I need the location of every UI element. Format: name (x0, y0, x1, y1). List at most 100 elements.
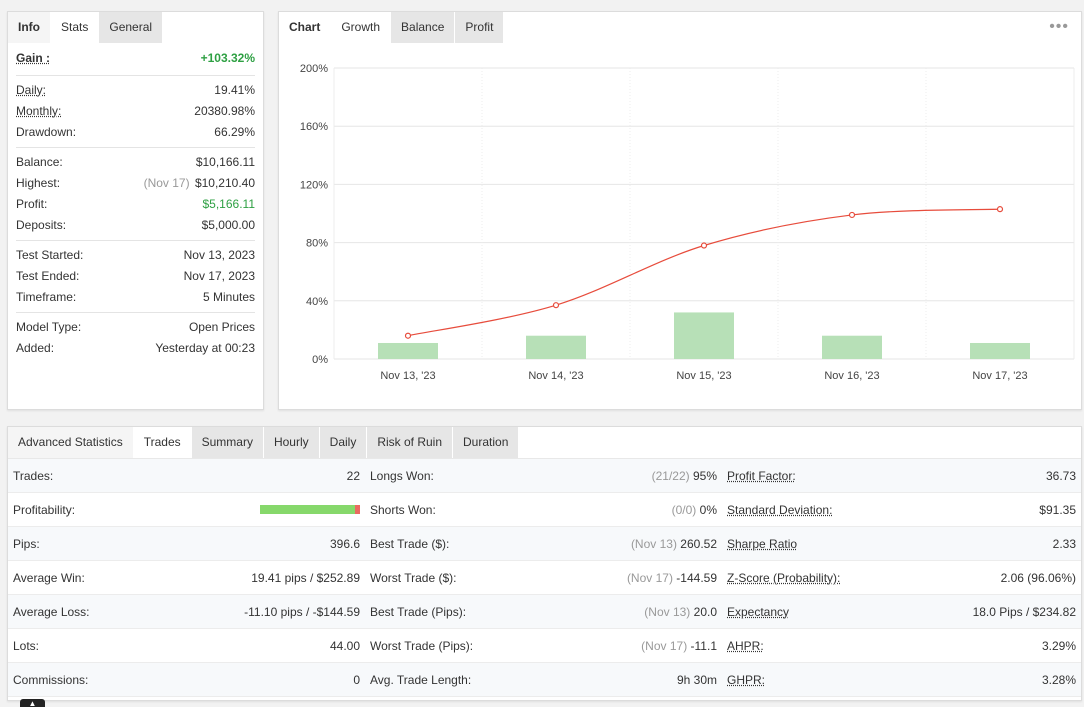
tab-info[interactable]: Info (8, 12, 51, 43)
drawdown-value: 66.29% (214, 125, 255, 139)
test-started-label: Test Started: (16, 248, 84, 262)
table-row: Best Trade (Pips): (Nov 13) 20.0 (365, 595, 722, 629)
bar (674, 312, 734, 359)
table-row: Z-Score (Probability): 2.06 (96.06%) (722, 561, 1081, 595)
test-ended-value: Nov 17, 2023 (183, 269, 255, 283)
profit-label: Profit: (16, 197, 48, 211)
profit-value: $5,166.11 (202, 197, 256, 211)
standard-deviation-label[interactable]: Standard Deviation: (727, 503, 833, 517)
tab-profit[interactable]: Profit (455, 12, 505, 43)
y-tick-label: 160% (300, 121, 328, 133)
expectancy-label[interactable]: Expectancy (727, 605, 790, 619)
info-tabs: Info Stats General (8, 12, 263, 43)
average-loss-label: Average Loss: (13, 605, 90, 619)
growth-point (404, 332, 412, 339)
shorts-won-note: (0/0) (671, 503, 697, 517)
table-row: Average Loss: -11.10 pips / -$144.59 (8, 595, 365, 629)
table-row: Lots: 44.00 (8, 629, 365, 663)
timeframe-label: Timeframe: (16, 290, 77, 304)
table-row: Standard Deviation: $91.35 (722, 493, 1081, 527)
drawdown-label: Drawdown: (16, 125, 77, 139)
worst-trade-usd-value: -144.59 (676, 571, 717, 585)
tab-hourly[interactable]: Hourly (263, 427, 320, 458)
trades-label: Trades: (13, 469, 54, 483)
x-tick-label: Nov 14, '23 (528, 370, 583, 382)
tab-stats[interactable]: Stats (51, 12, 100, 43)
lots-value: 44.00 (329, 639, 360, 653)
tab-risk-of-ruin[interactable]: Risk of Ruin (367, 427, 454, 458)
tab-trades[interactable]: Trades (133, 427, 192, 458)
best-trade-usd-note: (Nov 13) (630, 537, 677, 551)
daily-value: 19.41% (214, 83, 255, 97)
timeframe-value: 5 Minutes (202, 290, 255, 304)
ahpr-value: 3.29% (1041, 639, 1076, 653)
scroll-to-top-button[interactable]: ▲ (20, 699, 45, 707)
pips-value: 396.6 (329, 537, 360, 551)
profitability-loss-fill (355, 505, 360, 514)
longs-won-label: Longs Won: (370, 469, 434, 483)
daily-label[interactable]: Daily: (16, 83, 47, 97)
gain-value: +103.32% (200, 51, 255, 65)
ghpr-label[interactable]: GHPR: (727, 673, 766, 687)
longs-won-value: 95% (692, 469, 717, 483)
sharpe-ratio-label[interactable]: Sharpe Ratio (727, 537, 798, 551)
z-score-label[interactable]: Z-Score (Probability): (727, 571, 841, 585)
worst-trade-pips-label: Worst Trade (Pips): (370, 639, 474, 653)
tab-daily[interactable]: Daily (319, 427, 368, 458)
model-type-row: Model Type: Open Prices (16, 317, 255, 338)
best-trade-usd-label: Best Trade ($): (370, 537, 450, 551)
monthly-value: 20380.98% (194, 104, 255, 118)
best-trade-pips-value: 20.0 (693, 605, 717, 619)
tab-growth[interactable]: Growth (331, 12, 392, 43)
y-tick-label: 40% (306, 296, 328, 308)
tab-chart[interactable]: Chart (279, 12, 332, 43)
commissions-label: Commissions: (13, 673, 89, 687)
y-tick-label: 0% (312, 354, 328, 366)
profitability-win-fill (260, 505, 355, 514)
gain-label[interactable]: Gain : (16, 51, 51, 65)
y-tick-label: 80% (306, 238, 328, 250)
table-row: Average Win: 19.41 pips / $252.89 (8, 561, 365, 595)
bar (378, 342, 438, 359)
growth-point (700, 242, 708, 249)
table-row: Commissions: 0 (8, 663, 365, 697)
profit-factor-value: 36.73 (1045, 469, 1076, 483)
model-type-label: Model Type: (16, 320, 82, 334)
worst-trade-usd-label: Worst Trade ($): (370, 571, 457, 585)
worst-trade-pips-note: (Nov 17) (641, 639, 688, 653)
standard-deviation-value: $91.35 (1039, 503, 1076, 517)
deposits-value: $5,000.00 (201, 218, 255, 232)
bar (970, 342, 1030, 359)
advanced-statistics-panel: Advanced Statistics Trades Summary Hourl… (7, 426, 1082, 701)
test-ended-row: Test Ended: Nov 17, 2023 (16, 266, 255, 287)
monthly-label[interactable]: Monthly: (16, 104, 62, 118)
tab-balance[interactable]: Balance (391, 12, 456, 43)
chart-tabs: Chart Growth Balance Profit (279, 12, 1081, 43)
tab-duration[interactable]: Duration (453, 427, 520, 458)
table-row: Profit Factor: 36.73 (722, 459, 1081, 493)
more-dots-icon[interactable]: ••• (1049, 18, 1069, 35)
growth-chart: 200% 160% 120% 80% 40% 0% Nov 13, '23 Nov 14, '… (300, 63, 1075, 382)
highest-value: $10,210.40 (194, 176, 255, 190)
added-value: Yesterday at 00:23 (155, 341, 255, 355)
drawdown-row: Drawdown: 66.29% (16, 122, 255, 143)
tab-advanced-statistics[interactable]: Advanced Statistics (8, 427, 134, 458)
stats-col-1: Trades: 22 Profitability: Pips: 396.6 Aver… (8, 459, 365, 697)
tab-general[interactable]: General (99, 12, 164, 43)
ahpr-label[interactable]: AHPR: (727, 639, 764, 653)
tab-summary[interactable]: Summary (191, 427, 264, 458)
table-row: Best Trade ($): (Nov 13) 260.52 (365, 527, 722, 561)
best-trade-pips-label: Best Trade (Pips): (370, 605, 467, 619)
pips-label: Pips: (13, 537, 40, 551)
balance-value: $10,166.11 (195, 155, 255, 169)
x-tick-label: Nov 15, '23 (676, 370, 731, 382)
table-row: Shorts Won: (0/0) 0% (365, 493, 722, 527)
highest-date: (Nov 17) (143, 176, 190, 190)
balance-row: Balance: $10,166.11 (16, 152, 255, 173)
test-ended-label: Test Ended: (16, 269, 80, 283)
x-tick-label: Nov 17, '23 (972, 370, 1027, 382)
profit-factor-label[interactable]: Profit Factor: (727, 469, 796, 483)
best-trade-pips-note: (Nov 13) (644, 605, 691, 619)
table-row: Avg. Trade Length: 9h 30m (365, 663, 722, 697)
shorts-won-label: Shorts Won: (370, 503, 436, 517)
